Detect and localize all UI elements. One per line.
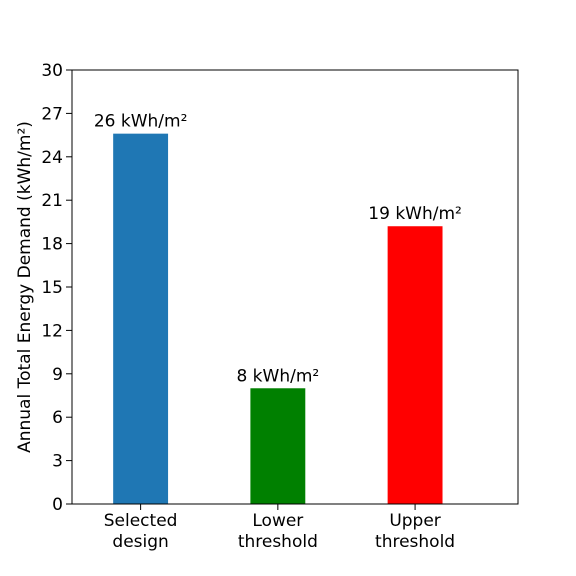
x-axis: SelecteddesignLowerthresholdUpperthresho… xyxy=(104,504,455,552)
y-tick-label: 27 xyxy=(41,104,63,124)
x-tick-label: Selected xyxy=(104,511,178,531)
y-tick-label: 24 xyxy=(41,148,63,168)
bar xyxy=(113,133,169,505)
y-axis: 0 3 6 9 12 15 18 21 24 27 30 xyxy=(41,61,72,515)
x-tick-label: design xyxy=(112,532,168,552)
y-axis-label: Annual Total Energy Demand (kWh/m²) xyxy=(15,121,35,453)
x-tick-label: Upper xyxy=(389,511,440,531)
y-tick-label: 12 xyxy=(41,321,63,341)
data-labels: 26 kWh/m² 8 kWh/m² 19 kWh/m² xyxy=(94,112,462,387)
y-tick-label: 6 xyxy=(52,408,63,428)
y-tick-label: 21 xyxy=(41,191,63,211)
x-tick-label: threshold xyxy=(238,532,318,552)
y-tick-label: 15 xyxy=(41,278,63,298)
x-tick-label: Lower xyxy=(252,511,303,531)
bar xyxy=(250,388,306,504)
bar xyxy=(387,226,443,505)
data-label: 19 kWh/m² xyxy=(368,204,462,224)
y-tick-label: 30 xyxy=(41,61,63,81)
y-tick-label: 3 xyxy=(52,452,63,472)
data-label: 8 kWh/m² xyxy=(236,366,319,386)
x-tick-label: threshold xyxy=(375,532,455,552)
y-tick-label: 0 xyxy=(52,495,63,515)
y-tick-label: 18 xyxy=(41,235,63,255)
bars-layer xyxy=(113,133,443,505)
y-tick-label: 9 xyxy=(52,365,63,385)
data-label: 26 kWh/m² xyxy=(94,112,188,132)
plot-frame xyxy=(71,69,519,505)
